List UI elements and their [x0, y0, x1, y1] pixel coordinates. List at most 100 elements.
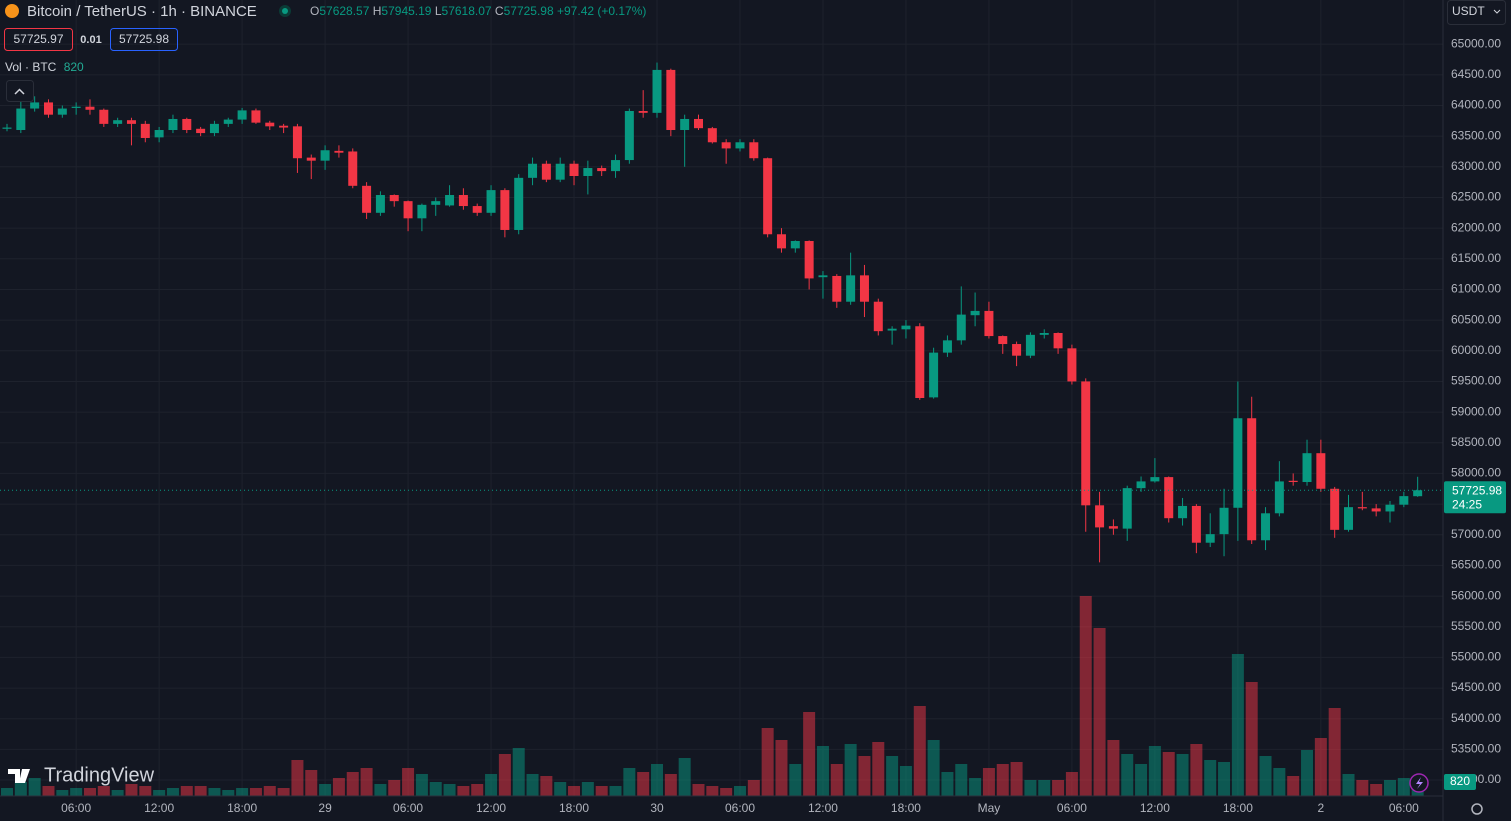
market-status-dot: [282, 8, 288, 14]
volume-bar: [512, 748, 525, 796]
y-tick-label: 57000.00: [1451, 527, 1501, 541]
candle-body: [624, 110, 634, 161]
volume-bar: [1052, 780, 1065, 796]
candle-body: [472, 206, 482, 213]
low-label: L: [435, 4, 442, 18]
volume-bar: [526, 774, 539, 796]
volume-bar: [236, 788, 249, 796]
ohlc: O57628.57 H57945.19 L57618.07 C57725.98 …: [310, 4, 646, 18]
candle-body: [486, 190, 496, 213]
candle-body: [71, 106, 81, 108]
volume-bar: [692, 784, 705, 796]
lightning-icon: [1416, 777, 1423, 789]
volume-bar: [305, 770, 318, 796]
volume-bar: [1342, 774, 1355, 796]
volume-bar: [485, 774, 498, 796]
volume-last-label: 820: [1450, 774, 1470, 788]
candle-body: [445, 195, 455, 206]
candle-body: [389, 195, 399, 202]
volume-bar: [761, 728, 774, 796]
x-tick-label: 12:00: [1140, 801, 1170, 815]
settings-button[interactable]: [1471, 803, 1483, 815]
volume-indicator[interactable]: Vol · BTC 820: [5, 60, 84, 74]
logo-icon: [8, 769, 30, 783]
ask-price[interactable]: 57725.98: [119, 32, 169, 46]
x-tick-label: 18:00: [1223, 801, 1253, 815]
volume-bar: [1287, 776, 1300, 796]
candle-body: [1247, 418, 1257, 541]
candle-body: [763, 158, 773, 235]
candle-body: [1274, 481, 1284, 514]
buy-box[interactable]: [110, 28, 178, 51]
symbol-icon[interactable]: [5, 4, 19, 18]
candle-body: [16, 108, 26, 131]
candle-body: [1012, 344, 1022, 356]
candle-body: [57, 108, 67, 115]
y-tick-label: 64000.00: [1451, 98, 1501, 112]
volume-bar: [249, 788, 262, 796]
candle-body: [970, 310, 980, 316]
currency[interactable]: USDT: [1452, 4, 1485, 18]
currency-button[interactable]: [1447, 0, 1506, 25]
volume-bar: [886, 756, 899, 796]
volume-bar: [1301, 750, 1314, 796]
y-tick-label: 64500.00: [1451, 67, 1501, 81]
candle-body: [915, 326, 925, 398]
y-tick-label: 61000.00: [1451, 282, 1501, 296]
candle-body: [417, 204, 427, 219]
y-tick-label: 63000.00: [1451, 159, 1501, 173]
candle-body: [541, 163, 551, 180]
volume-bar: [374, 784, 387, 796]
candle-body: [292, 126, 302, 159]
x-tick-label: 2: [1318, 801, 1325, 815]
volume-bar: [747, 780, 760, 796]
volume-bar: [637, 772, 650, 796]
candle-body: [1261, 513, 1271, 541]
candle-body: [1150, 477, 1160, 482]
x-tick-label: 29: [318, 801, 332, 815]
candle-body: [113, 120, 123, 124]
candle-body: [306, 157, 316, 161]
volume-bar: [498, 754, 511, 796]
candle-body: [873, 301, 883, 332]
candle-body: [1344, 507, 1354, 530]
candle-body: [707, 128, 717, 143]
volume-bar: [1079, 596, 1092, 796]
brand[interactable]: TradingView: [44, 764, 155, 786]
volume-bar: [443, 784, 456, 796]
candle-body: [1233, 418, 1243, 508]
candle-body: [1371, 508, 1381, 512]
y-tick-label: 59500.00: [1451, 374, 1501, 388]
y-tick-label: 56500.00: [1451, 558, 1501, 572]
volume-bar: [415, 774, 428, 796]
open-value: 57628.57: [319, 4, 369, 18]
open-label: O: [310, 4, 319, 18]
y-tick-label: 56000.00: [1451, 588, 1501, 602]
volume-bar: [319, 784, 332, 796]
candle-body: [334, 150, 344, 153]
candle-body: [666, 69, 676, 131]
volume-bar: [540, 776, 553, 796]
volume-bar: [180, 786, 193, 796]
candle-body: [154, 130, 164, 138]
candle-body: [1399, 496, 1409, 505]
volume-bar: [1010, 762, 1023, 796]
volume-bar: [1370, 784, 1383, 796]
candle-body: [528, 163, 538, 178]
bid-price[interactable]: 57725.97: [13, 32, 63, 46]
y-tick-label: 60000.00: [1451, 343, 1501, 357]
volume-bar: [982, 768, 995, 796]
last-price-label: 57725.98: [1452, 483, 1502, 497]
volume-value: 820: [64, 60, 84, 74]
volume-bar: [1218, 762, 1231, 796]
sell-box[interactable]: [4, 28, 73, 51]
candle-body: [1178, 505, 1188, 519]
candle-body: [1288, 480, 1298, 483]
volume-bar: [581, 782, 594, 796]
symbol-title[interactable]: Bitcoin / TetherUS · 1h · BINANCE: [27, 3, 257, 20]
candle-body: [776, 234, 786, 249]
y-tick-label: 54000.00: [1451, 711, 1501, 725]
x-tick-label: 18:00: [559, 801, 589, 815]
